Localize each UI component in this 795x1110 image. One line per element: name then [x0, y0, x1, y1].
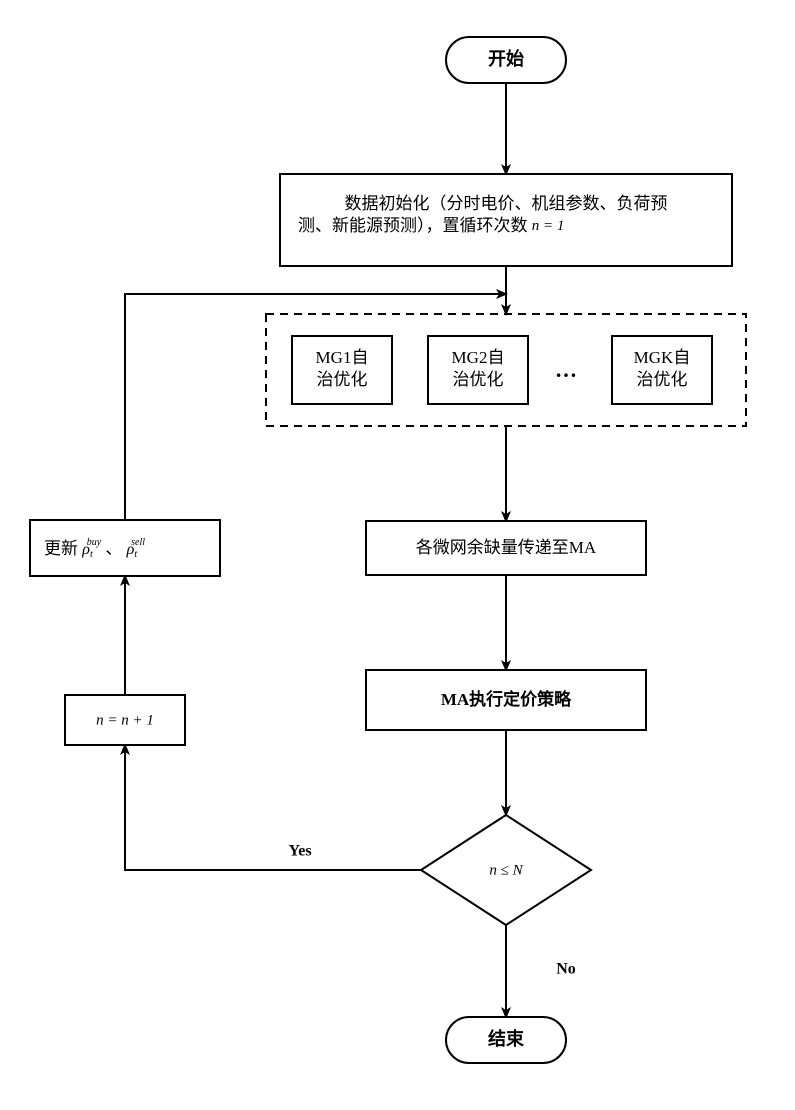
svg-text:治优化: 治优化: [317, 370, 368, 389]
pricing-node: MA执行定价策略: [366, 670, 646, 730]
svg-text:各微网余缺量传递至MA: 各微网余缺量传递至MA: [416, 538, 597, 557]
nodes-layer: 开始数据初始化（分时电价、机组参数、负荷预测、新能源预测），置循环次数 n = …: [30, 37, 746, 1063]
edge-label-5: No: [556, 961, 576, 978]
transfer-node: 各微网余缺量传递至MA: [366, 521, 646, 575]
svg-text:n ≤ N: n ≤ N: [489, 862, 523, 878]
svg-text:…: …: [555, 357, 577, 382]
svg-text:数据初始化（分时电价、机组参数、负荷预: 数据初始化（分时电价、机组参数、负荷预: [345, 194, 668, 213]
decision-node: n ≤ N: [421, 815, 591, 925]
svg-text:治优化: 治优化: [453, 370, 504, 389]
ellipsis-node: …: [555, 357, 577, 382]
svg-text:结束: 结束: [488, 1028, 525, 1049]
mg1-node: MG1自治优化: [292, 336, 392, 404]
svg-text:测、新能源预测），置循环次数 n = 1: 测、新能源预测），置循环次数 n = 1: [298, 216, 564, 235]
svg-text:MG2自: MG2自: [452, 348, 505, 367]
end-node: 结束: [446, 1017, 566, 1063]
svg-text:治优化: 治优化: [637, 370, 688, 389]
edge-label-6: Yes: [288, 843, 311, 860]
mgk-node: MGK自治优化: [612, 336, 712, 404]
init-node: 数据初始化（分时电价、机组参数、负荷预测、新能源预测），置循环次数 n = 1: [280, 174, 732, 266]
flowchart-canvas: No Yes 开始数据初始化（分时电价、机组参数、负荷预测、新能源预测），置循环次…: [0, 0, 795, 1110]
update-node: 更新 ρtbuy 、 ρtsell: [30, 520, 220, 576]
increment-node: n = n + 1: [65, 695, 185, 745]
start-node: 开始: [446, 37, 566, 83]
svg-text:开始: 开始: [488, 48, 524, 69]
mg2-node: MG2自治优化: [428, 336, 528, 404]
edge-8: [125, 294, 506, 520]
svg-text:n = n + 1: n = n + 1: [96, 712, 154, 728]
svg-text:MA执行定价策略: MA执行定价策略: [441, 689, 572, 709]
svg-text:MG1自: MG1自: [316, 348, 369, 367]
svg-text:MGK自: MGK自: [634, 348, 691, 367]
edge-6: [125, 745, 421, 870]
